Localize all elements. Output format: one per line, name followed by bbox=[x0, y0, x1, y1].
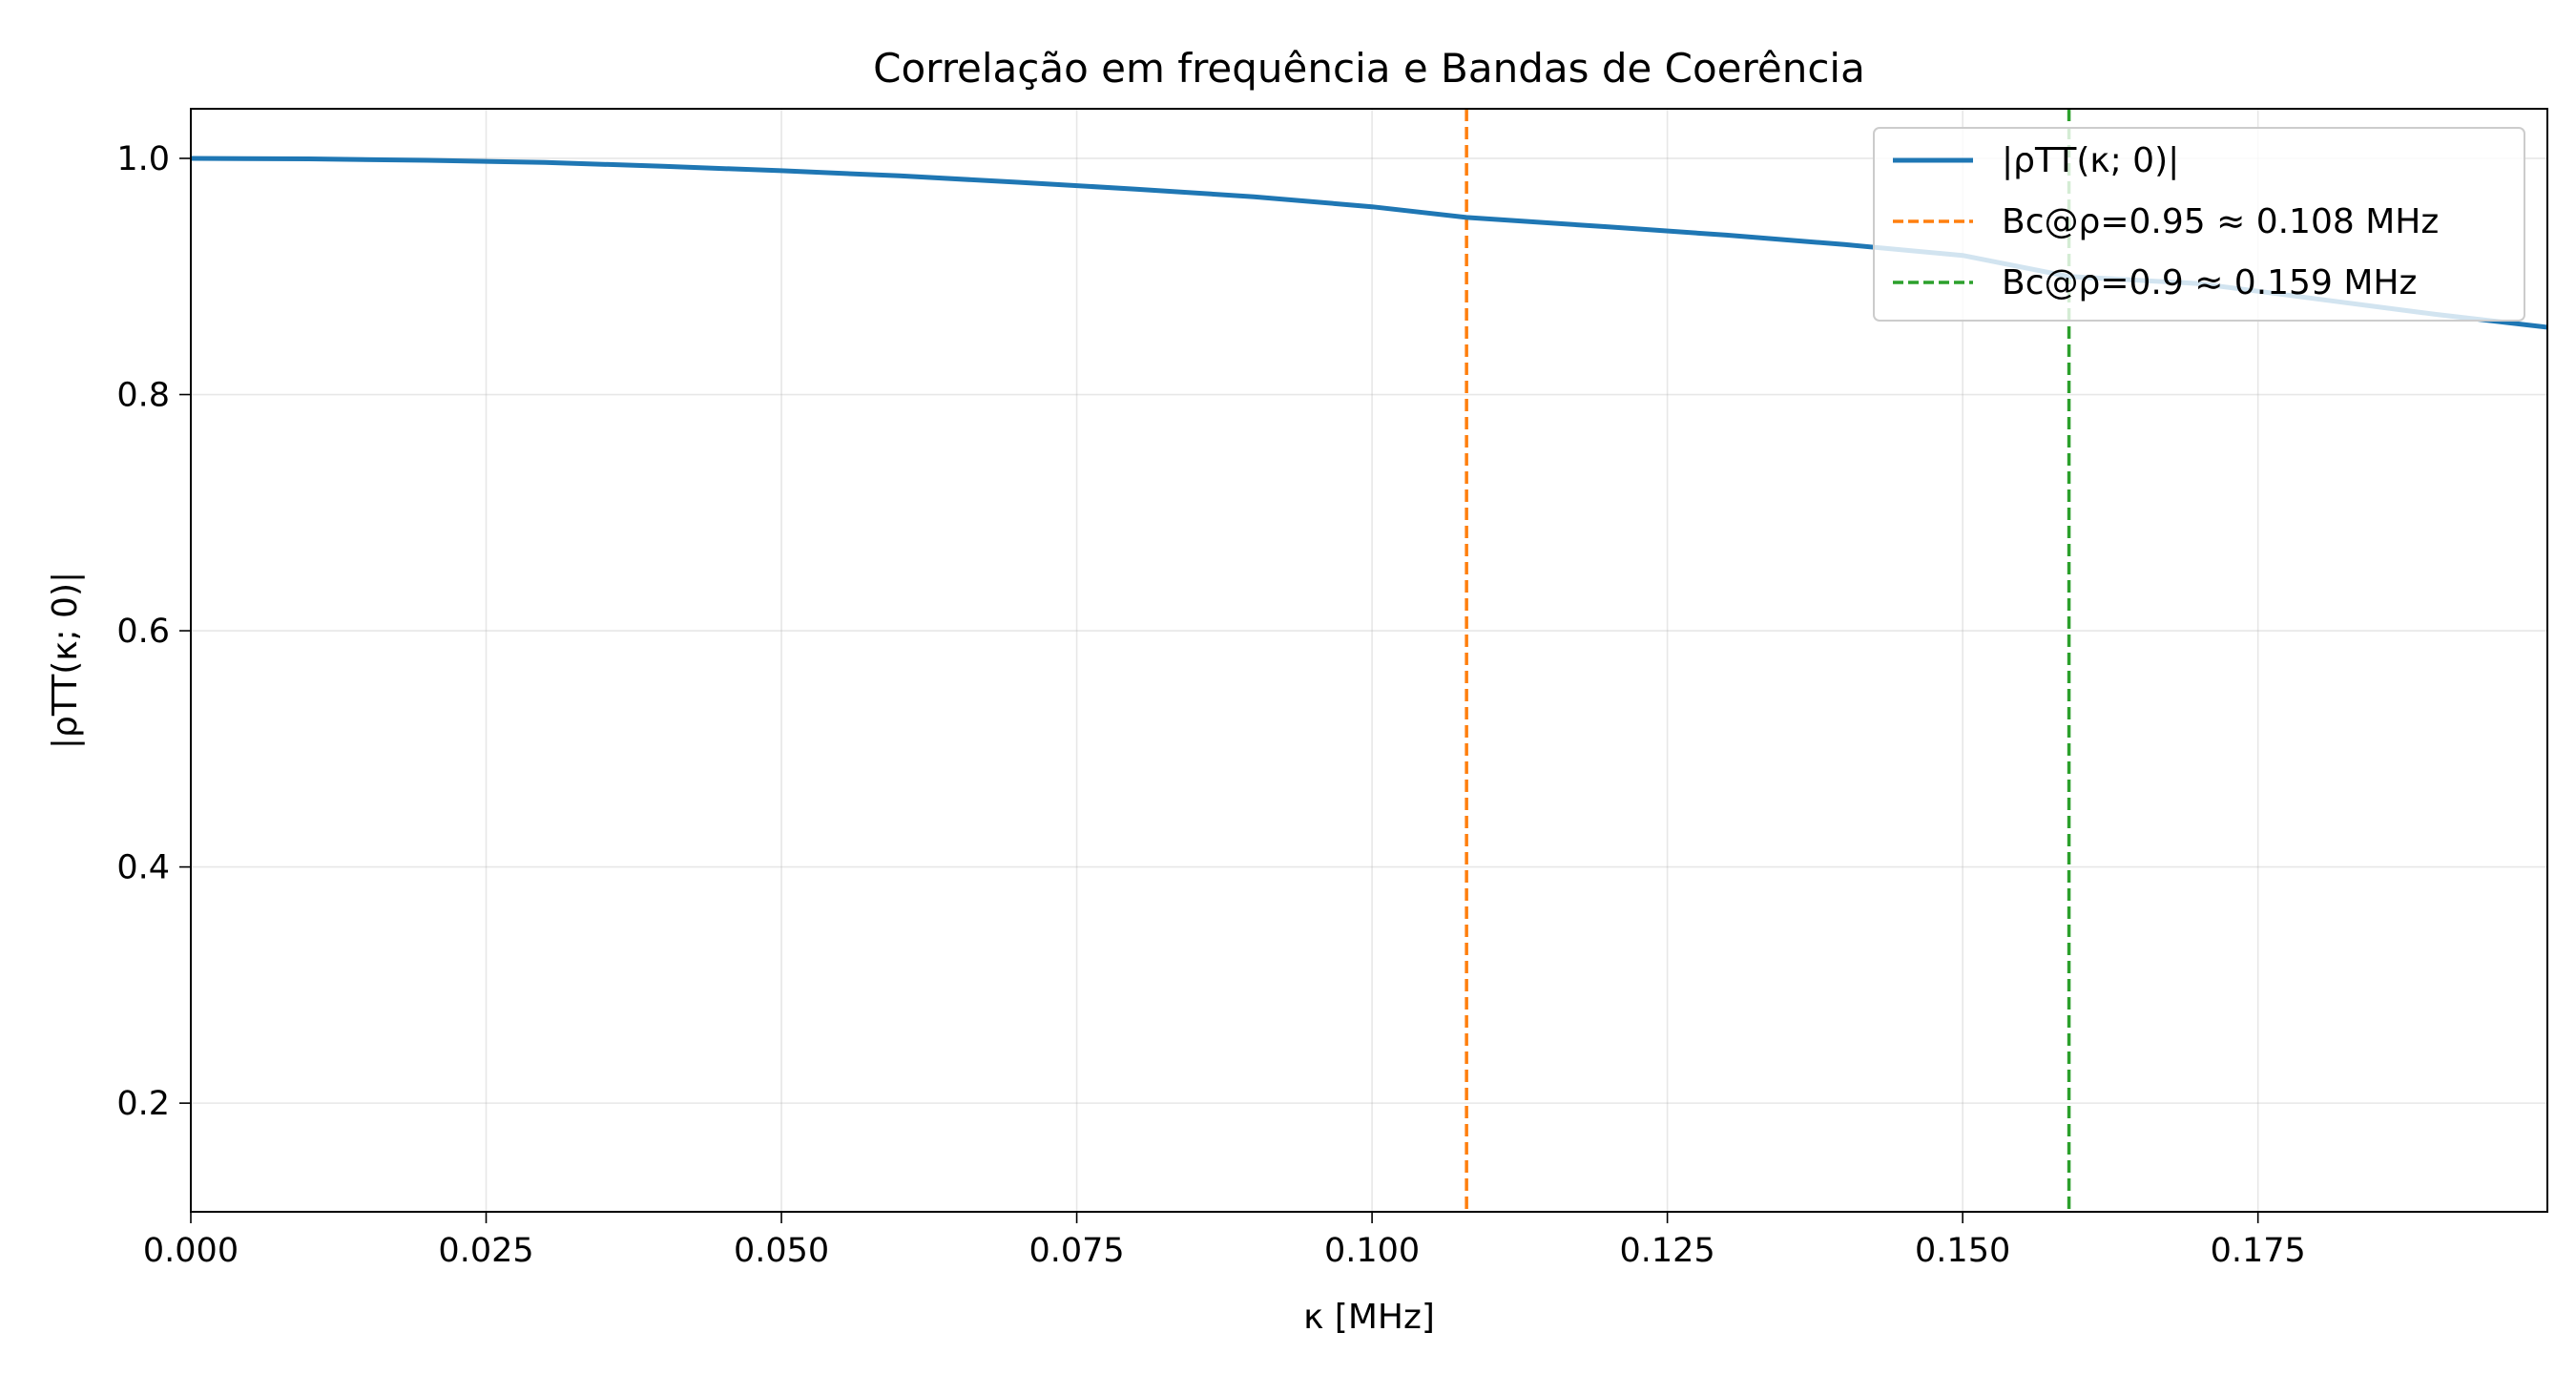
legend-label-3: Bc@ρ=0.9 ≈ 0.159 MHz bbox=[2002, 263, 2417, 302]
y-tick-label: 0.2 bbox=[116, 1085, 170, 1123]
legend-label-2: Bc@ρ=0.95 ≈ 0.108 MHz bbox=[2002, 202, 2439, 241]
x-tick-label: 0.000 bbox=[143, 1232, 239, 1270]
legend-entries: |ρTT(κ; 0)| Bc@ρ=0.95 ≈ 0.108 MHz Bc@ρ=0.9… bbox=[1893, 141, 2439, 302]
y-tick-label: 0.4 bbox=[116, 849, 170, 887]
x-tick-label: 0.075 bbox=[1028, 1232, 1124, 1270]
x-axis-label: κ [MHz] bbox=[1303, 1298, 1435, 1337]
chart-title: Correlação em frequência e Bandas de Coe… bbox=[873, 45, 1865, 92]
x-tick-label: 0.050 bbox=[734, 1232, 829, 1270]
y-tick-label: 0.6 bbox=[116, 613, 170, 651]
legend-label-1: |ρTT(κ; 0)| bbox=[2002, 141, 2179, 180]
legend: |ρTT(κ; 0)| Bc@ρ=0.95 ≈ 0.108 MHz Bc@ρ=0.9… bbox=[1873, 127, 2525, 322]
y-tick-label: 1.0 bbox=[116, 140, 170, 178]
x-tick-label: 0.150 bbox=[1915, 1232, 2010, 1270]
x-tick-label: 0.125 bbox=[1620, 1232, 1715, 1270]
legend-box bbox=[1873, 127, 2525, 322]
y-axis-label: |ρTT(κ; 0)| bbox=[46, 572, 85, 749]
x-tick-label: 0.025 bbox=[438, 1232, 533, 1270]
x-tick-label: 0.100 bbox=[1324, 1232, 1420, 1270]
y-axis: 0.2 0.4 0.6 0.8 1.0 bbox=[116, 140, 191, 1123]
x-axis: 0.000 0.025 0.050 0.075 0.100 0.125 0.150 0.175 bbox=[143, 1212, 2306, 1270]
plot-frame bbox=[190, 108, 2548, 1213]
y-tick-label: 0.8 bbox=[116, 377, 170, 415]
x-tick-label: 0.175 bbox=[2211, 1232, 2306, 1270]
